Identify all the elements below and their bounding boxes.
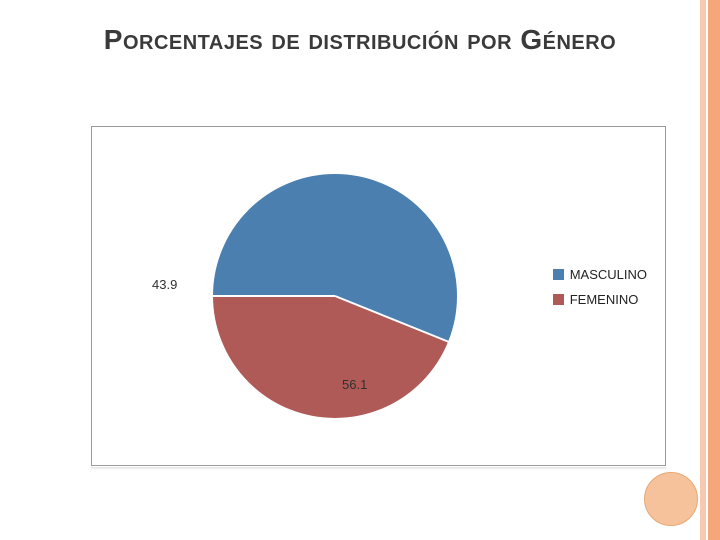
legend-swatch-femenino	[553, 294, 564, 305]
legend-swatch-masculino	[553, 269, 564, 280]
page-title: Porcentajes de distribución por Género	[90, 22, 630, 57]
accent-stripe-dark	[708, 0, 720, 540]
legend-label: FEMENINO	[570, 292, 639, 307]
data-label-masculino: 56.1	[342, 377, 367, 392]
chart-shadow	[91, 467, 666, 470]
legend: MASCULINO FEMENINO	[553, 267, 647, 317]
decorative-circle-icon	[644, 472, 698, 526]
pie-chart	[212, 173, 458, 419]
legend-item-femenino: FEMENINO	[553, 292, 647, 307]
legend-item-masculino: MASCULINO	[553, 267, 647, 282]
pie-chart-container: 56.1 43.9 MASCULINO FEMENINO	[91, 126, 666, 466]
pie-slices	[212, 173, 458, 419]
data-label-femenino: 43.9	[152, 277, 177, 292]
accent-stripe-light	[700, 0, 706, 540]
legend-label: MASCULINO	[570, 267, 647, 282]
